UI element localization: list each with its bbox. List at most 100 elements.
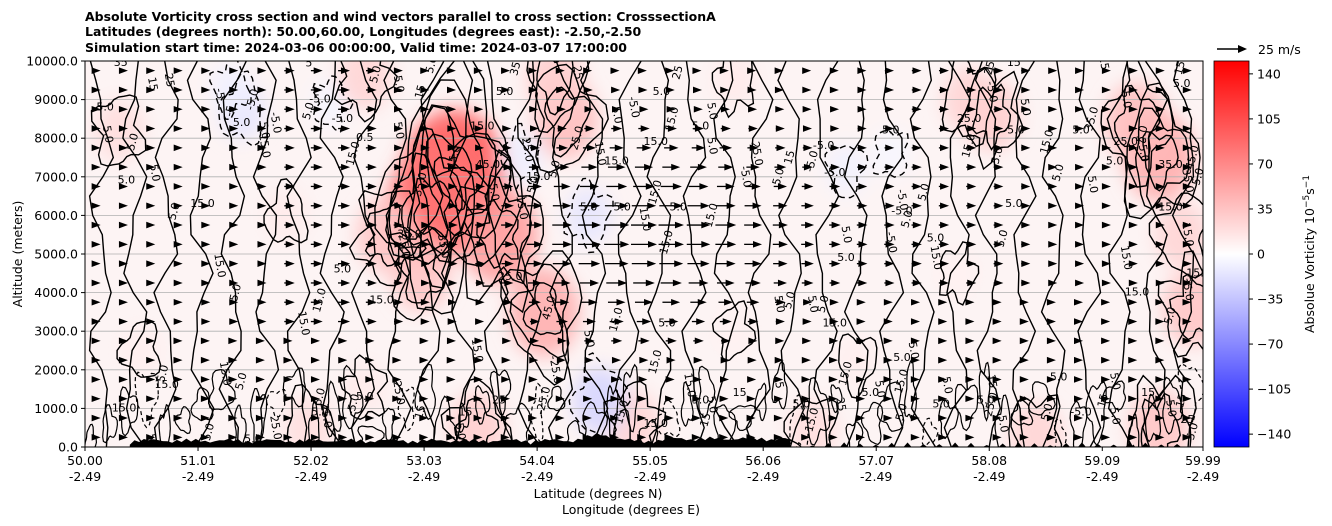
wind-vector [146,221,156,229]
contour-line [1157,250,1203,358]
wind-vector [606,183,628,190]
wind-vector [856,337,866,345]
wind-vector [91,298,101,306]
wind-vector [447,318,457,325]
wind-vector [690,298,707,306]
wind-vector [338,105,350,113]
wind-vector [257,221,267,229]
wind-vector [1101,144,1111,152]
wind-vector [693,125,704,132]
wind-vector [526,221,544,229]
wind-vector [1073,356,1083,364]
contour-label: -5.0 [891,205,912,218]
wind-vector [1019,318,1029,325]
contour-line [879,61,905,447]
wind-vector [744,221,762,229]
wind-vector [664,414,674,422]
wind-vector [337,221,351,229]
wind-vector [557,337,567,345]
wind-vector [1128,414,1138,422]
contour-line [654,399,681,437]
wind-vector [1101,86,1111,94]
wind-vector [1155,125,1165,132]
contour-label: 5.0 [1134,124,1151,144]
contour-line [771,360,788,410]
wind-vector [420,144,430,152]
wind-vector [884,202,895,210]
wind-vector [91,183,101,190]
wind-vector [1128,395,1138,403]
terrain-peak [903,442,912,447]
wind-vector [420,298,430,306]
wind-vector [747,376,757,383]
wind-vector [310,105,323,113]
wind-vector [938,414,948,422]
contour-label: 5.0 [486,182,502,201]
wind-vector [146,260,156,267]
wind-vector [146,105,156,113]
wind-vector [1073,337,1083,345]
wind-vector [1075,260,1085,267]
wind-vector [229,318,239,325]
wind-vector [118,86,128,94]
wind-vector [716,183,735,190]
wind-vector [1048,86,1058,94]
wind-vector [118,414,128,422]
contour-label: 5.0 [1173,77,1191,90]
wind-vector [1182,318,1192,325]
wind-vector [1182,125,1192,132]
wind-vector [501,241,515,248]
wind-vector [310,183,323,190]
wind-vector [255,337,265,345]
wind-vector [392,434,402,441]
wind-vector [1155,86,1165,94]
wind-vector [310,163,323,171]
contour-label: 15.0 [513,194,530,220]
wind-vector [720,356,730,364]
wind-vector [662,298,681,306]
wind-vector [883,395,893,403]
wind-vector [173,221,183,229]
wind-vector [829,337,839,345]
contour-line [580,61,609,447]
contour-label: 5.0 [839,225,855,244]
wind-vector [118,221,128,229]
contour-label: 5 [772,381,786,390]
wind-vector [1155,356,1165,364]
wind-vector [118,298,128,306]
wind-vector [774,356,784,364]
contour-label: 5.0 [334,262,352,275]
wind-vector [938,260,950,267]
wind-vector [553,279,571,287]
contour-label: 5.0 [1107,406,1123,425]
wind-vector [1021,183,1031,190]
wind-vector [581,298,598,306]
contour-line [474,384,491,425]
wind-vector [501,260,514,267]
x-tick-label-lon: -2.49 [295,469,327,484]
wind-vector [446,337,456,345]
wind-vector [1075,279,1085,287]
wind-vector [173,105,183,113]
wind-vector [829,183,841,190]
wind-vector [1046,337,1056,345]
wind-vector [611,86,621,94]
wind-vector [884,241,895,248]
wind-vector [1182,221,1192,229]
wind-vector [802,125,812,132]
wind-vector [993,221,1004,229]
wind-vector [146,337,156,345]
contour-label: 5.0 [452,422,468,441]
wind-vector [1019,337,1029,345]
wind-vector [118,337,128,345]
wind-vector [993,202,1004,210]
contour-label: 15.0 [592,140,609,166]
wind-vector [284,163,295,171]
wind-vector [911,279,922,287]
x-tick-label-lon: -2.49 [973,469,1005,484]
wind-vector [746,414,756,422]
contour-line [713,61,739,447]
wind-vector [392,356,402,364]
contour-line [333,61,399,123]
wind-vector [257,125,267,132]
